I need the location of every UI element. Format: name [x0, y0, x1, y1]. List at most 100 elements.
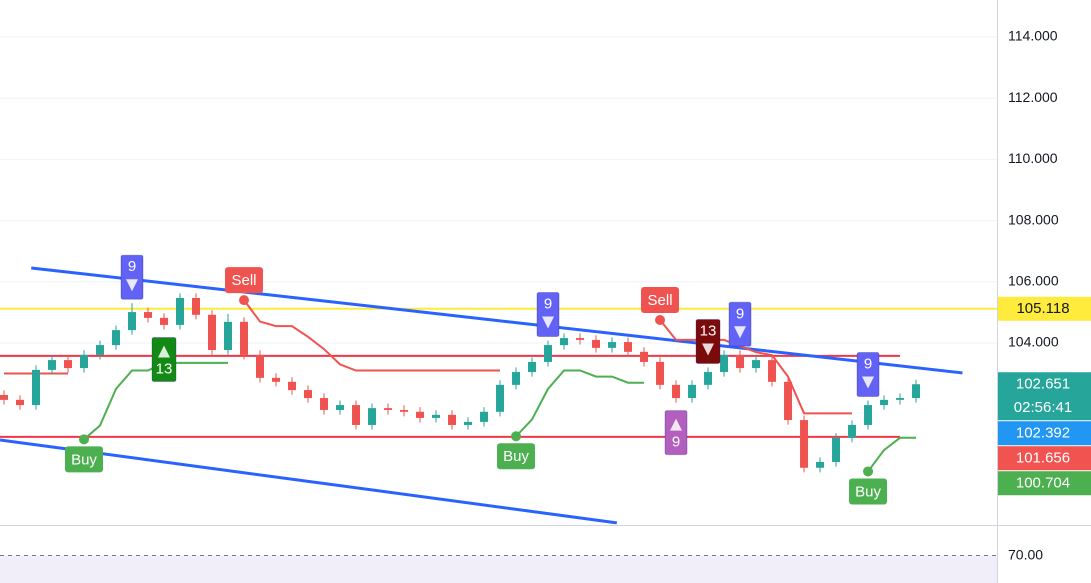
signal-dot: [863, 466, 874, 477]
candle-body: [256, 354, 265, 378]
rsi-band: [0, 555, 997, 583]
candle-body: [784, 381, 793, 421]
candle-body: [592, 339, 601, 348]
candle-body: [512, 372, 521, 385]
candle-body: [576, 338, 585, 340]
candle-body: [16, 399, 25, 406]
signal-label-box: [497, 443, 536, 470]
td-arrow: [158, 345, 171, 358]
candle-body: [464, 421, 473, 425]
candle-body: [720, 354, 729, 373]
td-marker-label: 9: [864, 355, 872, 372]
candle-body: [176, 297, 185, 325]
trail-line: [243, 299, 501, 372]
candle-body: [288, 381, 297, 391]
y-tick-label: 114.000: [1008, 28, 1058, 44]
candle-body: [880, 399, 889, 406]
candle-body: [320, 398, 329, 410]
y-tick-label: 104.000: [1008, 334, 1059, 350]
candle-body: [816, 461, 825, 468]
td-marker-label: 9: [544, 295, 552, 312]
y-tick-label: 106.000: [1008, 272, 1059, 288]
candle-body: [688, 384, 697, 399]
candle-body: [864, 405, 873, 425]
td-marker: [856, 351, 880, 397]
signal-dot: [239, 295, 250, 306]
candle-body: [352, 405, 361, 425]
td-marker: [695, 318, 721, 364]
candle-body: [400, 409, 409, 412]
signal-label-box: [641, 287, 680, 314]
candle-body: [80, 354, 89, 369]
plot: 9 13 9 9 13 9 9 Buy Sell Buy Sell Buy: [0, 36, 997, 525]
candle-body: [896, 398, 905, 400]
td-marker: [664, 410, 688, 456]
price-label: 102.651: [1016, 376, 1070, 393]
candle-body: [304, 390, 313, 399]
td-arrow: [862, 376, 875, 389]
price-label: 100.704: [1016, 475, 1070, 492]
signal-label: Buy: [855, 483, 881, 500]
countdown-label: 02:56:41: [1014, 399, 1072, 416]
trend-line: [31, 266, 963, 375]
signal-label: Sell: [648, 292, 673, 309]
candle-body: [768, 360, 777, 382]
signal-label: Buy: [503, 448, 529, 465]
candle-body: [192, 297, 201, 315]
candle-body: [560, 338, 569, 346]
candle-body: [0, 394, 9, 400]
td-arrow: [670, 418, 683, 431]
y-tick-label: 70.00: [1008, 546, 1043, 562]
candle-body: [544, 345, 553, 362]
price-label: 101.656: [1016, 450, 1070, 467]
candle-body: [336, 405, 345, 410]
candle-body: [48, 360, 57, 370]
candle-body: [416, 411, 425, 418]
candle-body: [480, 411, 489, 422]
candle-body: [496, 384, 505, 412]
td-marker-label: 9: [128, 258, 136, 275]
candle-body: [736, 354, 745, 369]
candle-body: [32, 369, 41, 406]
candle-body: [112, 330, 121, 346]
candle-body: [128, 312, 137, 331]
price-label-box: [998, 421, 1091, 446]
signal-label-box: [225, 267, 264, 294]
price-label: 105.118: [1016, 300, 1069, 317]
y-tick-label: 108.000: [1008, 211, 1059, 227]
candle-body: [384, 408, 393, 410]
signal-dot: [655, 315, 666, 326]
td-marker: [120, 254, 144, 300]
candle-body: [800, 420, 809, 468]
y-tick-label: 110.000: [1008, 150, 1058, 166]
candle-body: [640, 351, 649, 362]
trail-line: [659, 319, 853, 415]
price-label-box: [998, 372, 1091, 421]
candle-body: [848, 424, 857, 438]
td-marker: [151, 337, 177, 383]
candle-body: [624, 342, 633, 352]
td-marker-label: 9: [736, 305, 744, 322]
candle-body: [752, 360, 761, 369]
candle-body: [832, 437, 841, 462]
signal-label: Buy: [71, 451, 97, 468]
td-marker-label: 13: [156, 360, 173, 377]
candle-body: [704, 372, 713, 385]
td-arrow: [126, 279, 139, 292]
td-marker: [536, 292, 560, 338]
signal-dot: [511, 431, 522, 442]
td-arrow: [542, 316, 555, 329]
candle-body: [208, 314, 217, 350]
price-label-box: [998, 296, 1091, 321]
price-label-box: [998, 471, 1091, 496]
signal-label: Sell: [232, 272, 257, 289]
signal-label-box: [849, 478, 888, 505]
candle-body: [608, 342, 617, 348]
price-label-box: [998, 446, 1091, 471]
candle-body: [432, 414, 441, 418]
candle-body: [224, 321, 233, 350]
td-marker-label: 13: [700, 322, 717, 339]
candle-body: [912, 384, 921, 399]
